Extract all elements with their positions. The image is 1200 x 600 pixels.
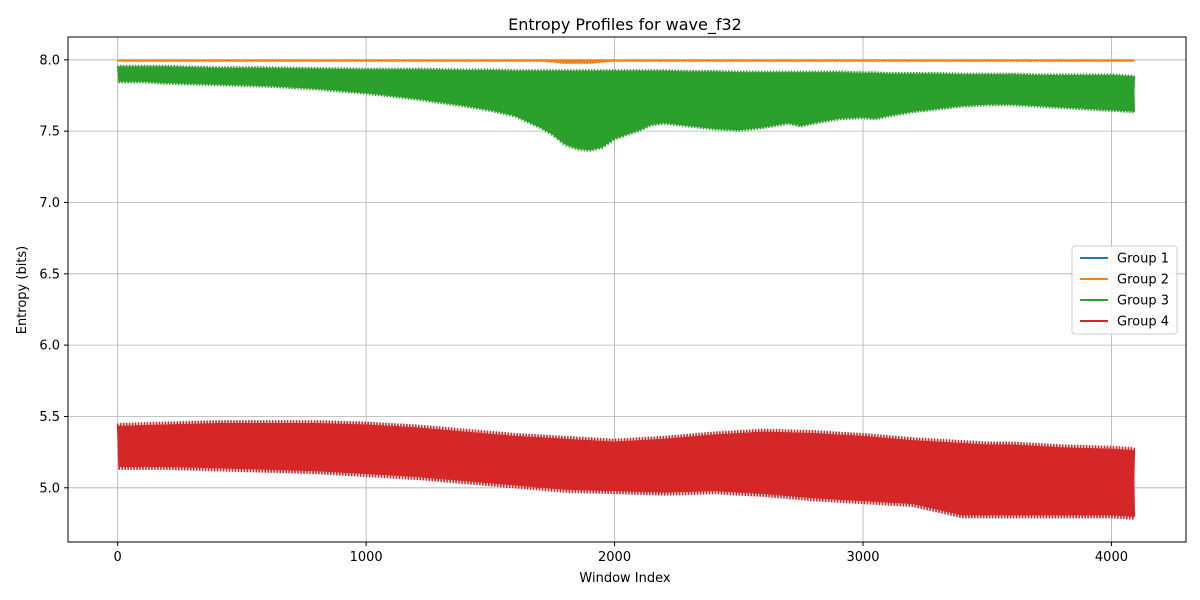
legend: Group 1 Group 2 Group 3 Group 4 bbox=[1071, 245, 1178, 335]
x-axis-label: Window Index bbox=[579, 571, 670, 586]
x-tick-label: 3000 bbox=[846, 550, 879, 565]
legend-label: Group 2 bbox=[1117, 273, 1169, 288]
x-tick-label: 1000 bbox=[350, 550, 383, 565]
series-3-line bbox=[116, 64, 1136, 152]
x-tick-label: 2000 bbox=[598, 550, 631, 565]
legend-label: Group 4 bbox=[1117, 315, 1169, 330]
y-tick-label: 8.0 bbox=[39, 53, 60, 68]
x-tick-label: 4000 bbox=[1095, 550, 1128, 565]
y-tick-label: 5.0 bbox=[39, 481, 60, 496]
y-tick-label: 6.5 bbox=[39, 267, 60, 282]
plot-area: 0 1000 2000 3000 4000 5.0 5.5 6.0 6.5 7.0 7.5 8.0 bbox=[39, 36, 1187, 565]
y-axis-label: Entropy (bits) bbox=[15, 246, 30, 335]
y-tick-label: 6.0 bbox=[39, 339, 60, 354]
y-tick-label: 7.5 bbox=[39, 125, 60, 140]
legend-box bbox=[1071, 245, 1178, 335]
series-4-line bbox=[116, 419, 1136, 520]
series-2-line bbox=[117, 59, 1136, 65]
legend-label: Group 3 bbox=[1117, 294, 1169, 309]
y-tick-label: 7.0 bbox=[39, 196, 60, 211]
axes-frame bbox=[67, 36, 1187, 543]
legend-label: Group 1 bbox=[1117, 252, 1169, 267]
y-tick-label: 5.5 bbox=[39, 410, 60, 425]
x-tick-label: 0 bbox=[114, 550, 122, 565]
chart-title: Entropy Profiles for wave_f32 bbox=[508, 15, 742, 35]
